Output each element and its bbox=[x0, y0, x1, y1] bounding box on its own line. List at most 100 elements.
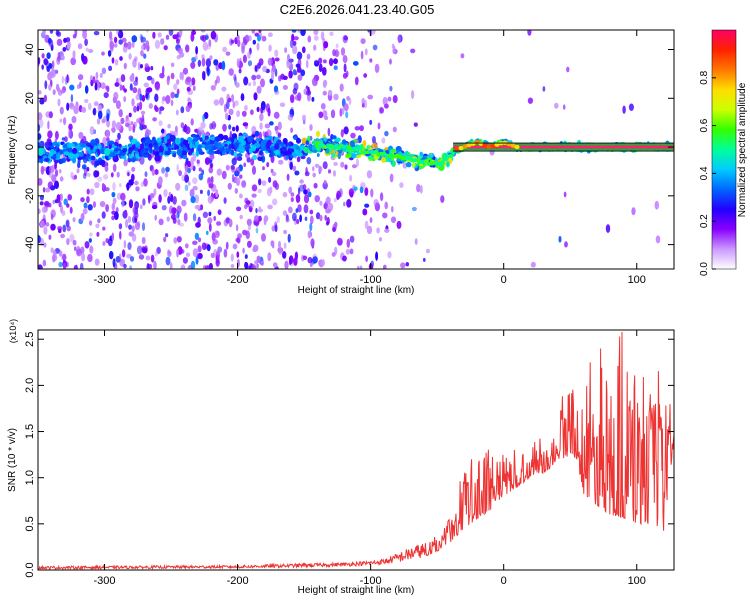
heatmap-cell bbox=[350, 132, 356, 139]
heatmap-cell bbox=[98, 143, 102, 150]
heatmap-cell bbox=[180, 122, 185, 129]
heatmap-cell bbox=[39, 98, 45, 105]
heatmap-cell bbox=[43, 226, 48, 235]
heatmap-cell bbox=[187, 136, 193, 143]
heatmap-cell bbox=[266, 139, 272, 147]
heatmap-cell bbox=[192, 177, 198, 185]
heatmap-cell bbox=[369, 217, 373, 224]
heatmap-cell bbox=[88, 151, 92, 155]
heatmap-cell bbox=[70, 94, 74, 103]
heatmap-cell bbox=[139, 93, 143, 101]
heatmap-cell bbox=[175, 38, 180, 45]
heatmap-cell bbox=[313, 182, 318, 189]
heatmap-cell bbox=[329, 58, 334, 67]
heatmap-cell bbox=[202, 133, 206, 141]
heatmap-cell bbox=[165, 166, 170, 173]
heatmap-cell bbox=[80, 213, 85, 221]
heatmap-cell bbox=[322, 80, 327, 88]
heatmap-cell bbox=[318, 63, 323, 72]
heatmap-frame bbox=[37, 29, 675, 270]
heatmap-cell bbox=[238, 68, 242, 74]
heatmap-cell bbox=[655, 235, 661, 244]
heatmap-cell bbox=[260, 78, 265, 88]
heatmap-cell bbox=[89, 126, 95, 135]
heatmap-cell bbox=[166, 216, 170, 222]
heatmap-cell bbox=[179, 30, 183, 37]
heatmap-cell bbox=[111, 215, 115, 221]
heatmap-cell bbox=[284, 47, 287, 53]
heatmap-cell bbox=[62, 144, 68, 149]
heatmap-cell bbox=[428, 154, 434, 159]
heatmap-cell bbox=[117, 132, 121, 140]
heatmap-cell bbox=[159, 106, 165, 111]
heatmap-cell bbox=[333, 58, 338, 65]
heatmap-cell bbox=[392, 162, 396, 166]
heatmap-cell bbox=[312, 172, 317, 178]
heatmap-cell bbox=[68, 152, 74, 160]
heatmap-cell bbox=[200, 30, 206, 33]
heatmap-cell bbox=[180, 106, 185, 114]
heatmap-cell bbox=[48, 111, 53, 119]
heatmap-cell bbox=[45, 187, 51, 193]
heatmap-cell bbox=[359, 125, 364, 132]
heatmap-cell bbox=[283, 229, 287, 235]
heatmap-cell bbox=[364, 187, 369, 196]
heatmap-cell bbox=[322, 90, 327, 96]
heatmap-cell bbox=[168, 30, 174, 36]
heatmap-cell bbox=[56, 194, 61, 203]
heatmap-cell bbox=[170, 99, 174, 107]
heatmap-cell bbox=[350, 140, 355, 148]
heatmap-cell bbox=[292, 88, 298, 95]
heatmap-cell bbox=[146, 30, 149, 33]
heatmap-cell bbox=[187, 167, 191, 174]
heatmap-cell bbox=[59, 176, 64, 182]
y-tick-label: 2.5 bbox=[24, 332, 36, 347]
heatmap-cell bbox=[292, 40, 297, 46]
heatmap-cell bbox=[169, 134, 176, 142]
heatmap-cell bbox=[327, 169, 332, 174]
heatmap-cell bbox=[346, 199, 352, 208]
heatmap-cell bbox=[71, 116, 77, 124]
heatmap-cell bbox=[239, 193, 243, 199]
heatmap-cell bbox=[114, 211, 119, 221]
heatmap-cell bbox=[631, 207, 636, 216]
heatmap-cell bbox=[163, 236, 167, 243]
heatmap-cell bbox=[114, 59, 119, 66]
heatmap-cell bbox=[372, 44, 378, 51]
colorbar-tick-label: 0.8 bbox=[699, 70, 710, 84]
heatmap-cell bbox=[320, 31, 325, 41]
heatmap-cell bbox=[63, 262, 66, 269]
heatmap-cell bbox=[264, 123, 271, 129]
heatmap-cell bbox=[170, 62, 175, 67]
heatmap-cell bbox=[129, 74, 135, 82]
y-tick-label: -40 bbox=[24, 237, 36, 253]
heatmap-cell bbox=[128, 124, 132, 132]
heatmap-cell bbox=[46, 147, 52, 151]
heatmap-cell bbox=[247, 60, 253, 67]
heatmap-cell bbox=[44, 200, 50, 207]
heatmap-cell bbox=[58, 250, 63, 257]
heatmap-cell bbox=[168, 192, 172, 197]
heatmap-cell bbox=[341, 107, 345, 115]
heatmap-cell bbox=[219, 97, 224, 106]
heatmap-cell bbox=[270, 240, 275, 247]
heatmap-cell bbox=[201, 57, 206, 67]
heatmap-cell bbox=[195, 222, 201, 228]
heatmap-cell bbox=[73, 265, 78, 269]
heatmap-cell bbox=[288, 148, 295, 153]
heatmap-cell bbox=[244, 254, 248, 259]
heatmap-cell bbox=[342, 34, 348, 44]
heatmap-cell bbox=[191, 57, 197, 63]
heatmap-cell bbox=[239, 214, 243, 220]
heatmap-cell bbox=[134, 207, 139, 215]
heatmap-cell bbox=[56, 143, 60, 149]
heatmap-cell bbox=[42, 187, 46, 193]
heatmap-cell bbox=[84, 38, 88, 46]
heatmap-cell bbox=[416, 184, 421, 193]
heatmap-cell bbox=[190, 196, 196, 204]
heatmap-cell bbox=[39, 201, 44, 206]
heatmap-cell bbox=[97, 218, 101, 224]
heatmap-cell bbox=[369, 119, 373, 125]
heatmap-cell bbox=[356, 265, 360, 269]
